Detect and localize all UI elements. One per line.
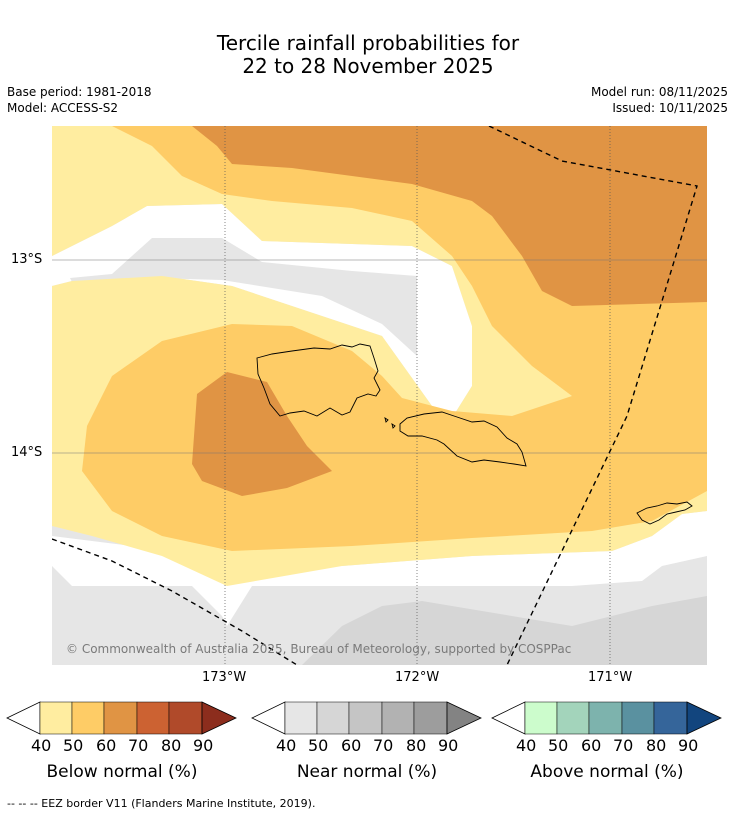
above-normal-label: Above normal (%) — [530, 762, 684, 782]
above-tick-60: 60 — [581, 736, 602, 755]
below-tick-60: 60 — [96, 736, 117, 755]
above-swatch-70 — [621, 701, 655, 735]
above-swatch-40 — [524, 701, 558, 735]
near-tick-60: 60 — [341, 736, 362, 755]
savaii-island — [256, 343, 381, 417]
lon-label-172w: 172°W — [395, 670, 440, 685]
above-normal-colorbar — [491, 701, 722, 735]
above-tick-70: 70 — [613, 736, 634, 755]
below-swatch-60 — [103, 701, 138, 735]
white-band-south — [52, 511, 707, 626]
below-tick-40: 40 — [31, 736, 52, 755]
below-swatch-70 — [136, 701, 170, 735]
below-swatch-50 — [71, 701, 105, 735]
near-normal-colorbar — [251, 701, 482, 735]
below-underflow-triangle — [6, 701, 41, 735]
eez-border-southwest — [52, 538, 298, 665]
lon-label-173w: 173°W — [202, 670, 247, 685]
near-normal-pocket — [70, 238, 417, 356]
copyright-notice: © Commonwealth of Australia 2025, Bureau… — [66, 642, 572, 656]
near-normal-label: Near normal (%) — [296, 762, 438, 782]
manono-island — [384, 416, 389, 423]
above-underflow-triangle — [491, 701, 526, 735]
near-underflow-triangle — [251, 701, 286, 735]
near-normal-50-region — [302, 596, 707, 665]
map-canvas — [52, 126, 707, 665]
below-tick-50: 50 — [63, 736, 84, 755]
map-title-line2: 22 to 28 November 2025 — [242, 54, 494, 78]
lon-label-171w: 171°W — [588, 670, 633, 685]
eez-border — [52, 126, 698, 665]
above-overflow-triangle — [686, 701, 722, 735]
below-tick-80: 80 — [161, 736, 182, 755]
below-normal-label: Below normal (%) — [46, 762, 198, 782]
near-tick-80: 80 — [406, 736, 427, 755]
below-normal-60-north — [192, 126, 707, 306]
apolima-island — [391, 422, 396, 429]
near-swatch-80 — [413, 701, 448, 735]
below-tick-90: 90 — [193, 736, 214, 755]
above-swatch-50 — [556, 701, 590, 735]
near-tick-50: 50 — [308, 736, 329, 755]
graticule-lat — [52, 259, 707, 454]
near-tick-40: 40 — [276, 736, 297, 755]
map-title-line1: Tercile rainfall probabilities for — [216, 31, 520, 55]
eez-footnote: -- -- -- EEZ border V11 (Flanders Marine… — [7, 797, 316, 810]
model-run: Model run: 08/11/2025 — [590, 85, 728, 99]
below-tick-70: 70 — [128, 736, 149, 755]
near-swatch-70 — [381, 701, 415, 735]
issued-date: Issued: 10/11/2025 — [612, 101, 728, 115]
below-swatch-40 — [39, 701, 73, 735]
above-tick-80: 80 — [646, 736, 667, 755]
lat-label-14s: 14°S — [11, 445, 43, 460]
below-overflow-triangle — [201, 701, 237, 735]
eez-border-east — [488, 126, 698, 665]
above-swatch-80 — [653, 701, 688, 735]
below-swatch-80 — [168, 701, 203, 735]
near-overflow-triangle — [446, 701, 482, 735]
tutuila-island — [636, 501, 693, 525]
below-normal-60-blob — [192, 372, 332, 496]
above-tick-90: 90 — [678, 736, 699, 755]
above-tick-40: 40 — [516, 736, 537, 755]
coastlines — [256, 343, 693, 525]
probability-map: © Commonwealth of Australia 2025, Bureau… — [52, 126, 707, 665]
near-swatch-50 — [316, 701, 350, 735]
base-period: Base period: 1981-2018 — [7, 85, 152, 99]
above-swatch-60 — [588, 701, 623, 735]
above-tick-50: 50 — [548, 736, 569, 755]
near-swatch-40 — [284, 701, 318, 735]
below-normal-colorbar — [6, 701, 237, 735]
near-tick-90: 90 — [438, 736, 459, 755]
upolu-island — [399, 411, 527, 467]
lat-label-13s: 13°S — [11, 252, 43, 267]
near-swatch-60 — [348, 701, 383, 735]
model-name: Model: ACCESS-S2 — [7, 101, 119, 115]
near-tick-70: 70 — [373, 736, 394, 755]
